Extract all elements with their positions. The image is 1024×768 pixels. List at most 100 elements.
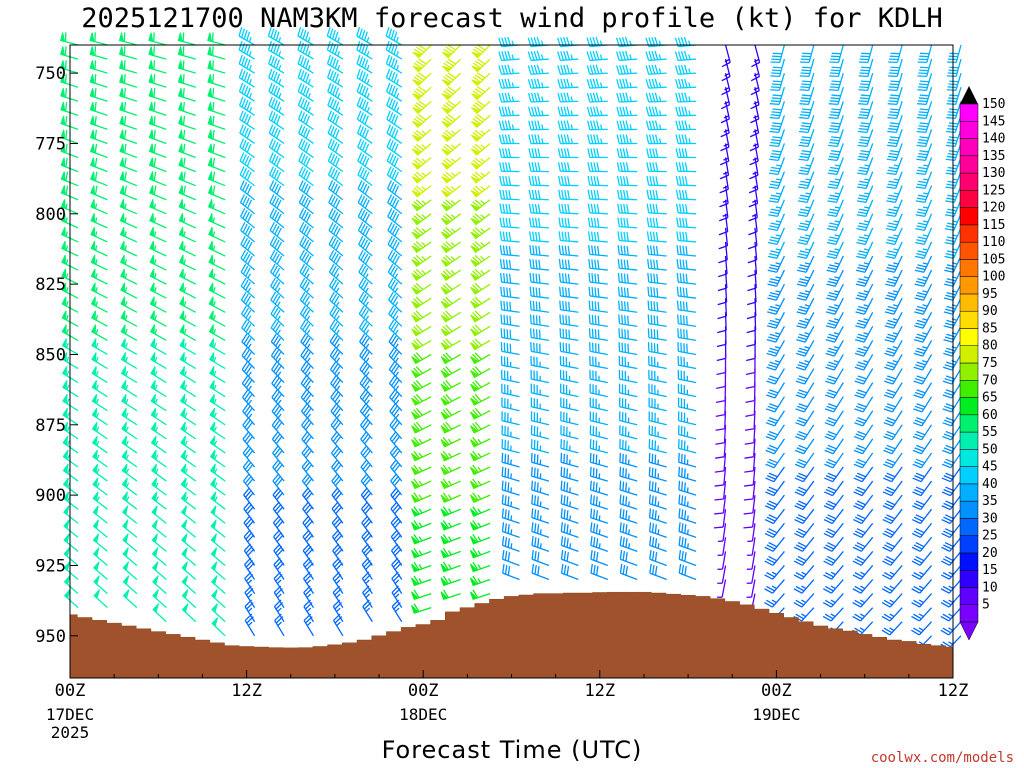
barb-feather [329, 333, 336, 343]
barb-half-feather [335, 579, 341, 585]
barb-half-feather [366, 64, 370, 71]
barb-feather [242, 279, 249, 289]
barb-feather [331, 30, 336, 40]
barb-half-feather [335, 287, 340, 293]
barb-half-feather [247, 315, 252, 321]
barb-pennant [119, 199, 125, 210]
barb-feather [388, 305, 395, 315]
wind-barb [89, 101, 108, 116]
wind-barb [60, 88, 79, 102]
barb-feather [651, 481, 654, 491]
wind-barb [209, 366, 226, 384]
barb-feather [394, 185, 400, 195]
barb-feather [275, 45, 280, 55]
barb-half-feather [277, 607, 282, 613]
barb-half-feather [154, 342, 158, 349]
barb-half-feather [66, 440, 70, 446]
barb-half-feather [212, 245, 216, 251]
barb-half-feather [65, 231, 68, 237]
barb-half-feather [247, 385, 252, 391]
barb-feather [364, 436, 371, 445]
barb-feather [504, 495, 507, 505]
barb-pennant [89, 32, 95, 43]
wind-barb [386, 138, 403, 159]
wind-barb [332, 557, 344, 580]
barb-feather [418, 100, 427, 107]
wind-barb [297, 96, 314, 116]
barb-half-feather [125, 440, 129, 446]
barb-feather [357, 166, 363, 176]
barb-half-feather [96, 454, 100, 460]
barb-feather [298, 152, 304, 162]
barb-pennant [209, 380, 215, 391]
barb-feather [244, 557, 252, 566]
barb-feather [240, 291, 247, 301]
wind-barb [326, 40, 344, 60]
wind-barb [243, 557, 256, 580]
wind-barb [89, 88, 108, 102]
barb-half-feather [418, 522, 423, 528]
barb-pennant [151, 477, 158, 488]
barb-feather [272, 459, 279, 468]
wind-barb [271, 403, 285, 426]
barb-feather [592, 495, 595, 505]
barb-feather [394, 548, 402, 557]
barb-half-feather [421, 200, 427, 205]
barb-shaft [332, 606, 344, 623]
barb-half-feather [213, 412, 217, 418]
barb-feather [391, 377, 398, 387]
barb-pennant [122, 589, 130, 600]
barb-feather [240, 28, 245, 38]
wind-barb [273, 599, 285, 623]
barb-pennant [411, 259, 421, 267]
barb-feather [331, 473, 339, 482]
barb-feather [247, 520, 255, 529]
barb-feather [535, 301, 538, 311]
barb-shaft [391, 606, 403, 623]
barb-feather [94, 185, 98, 195]
barb-feather [394, 534, 402, 543]
wind-barb [120, 338, 138, 356]
barb-feather [392, 309, 399, 319]
wind-barb [411, 324, 432, 337]
barb-feather [362, 211, 368, 221]
wind-barb [359, 403, 373, 426]
barb-feather [182, 46, 185, 56]
wind-barb [328, 194, 344, 215]
barb-pennant [151, 505, 158, 516]
wind-barb [244, 585, 256, 609]
barb-feather [300, 375, 307, 384]
barb-feather [329, 42, 334, 52]
barb-feather [305, 478, 313, 487]
barb-feather [656, 329, 659, 339]
barb-feather [241, 168, 247, 177]
barb-feather [241, 305, 247, 315]
barb-pennant [90, 254, 96, 265]
barb-feather [559, 300, 562, 310]
barb-half-feather [307, 64, 311, 71]
wind-barb [385, 27, 403, 46]
barb-half-feather [421, 255, 426, 261]
barb-feather [276, 478, 283, 487]
wind-barb [90, 240, 108, 257]
barb-pennant [151, 547, 159, 558]
barb-pennant [149, 185, 154, 196]
wind-barb [210, 561, 226, 581]
barb-feather [271, 181, 277, 191]
wind-barb [90, 296, 108, 313]
barb-feather [334, 73, 339, 83]
barb-pennant [181, 533, 188, 544]
barb-feather [275, 87, 281, 97]
barb-pennant [119, 226, 125, 237]
barb-feather [335, 520, 343, 529]
barb-shaft [298, 146, 314, 159]
barb-half-feather [686, 529, 689, 535]
barb-feather [386, 124, 392, 134]
barb-half-feather [124, 315, 128, 321]
barb-feather [303, 585, 311, 593]
barb-feather [415, 421, 423, 430]
barb-pennant [89, 74, 95, 84]
barb-feather [413, 48, 423, 55]
barb-feather [591, 300, 594, 311]
barb-feather [267, 40, 273, 51]
